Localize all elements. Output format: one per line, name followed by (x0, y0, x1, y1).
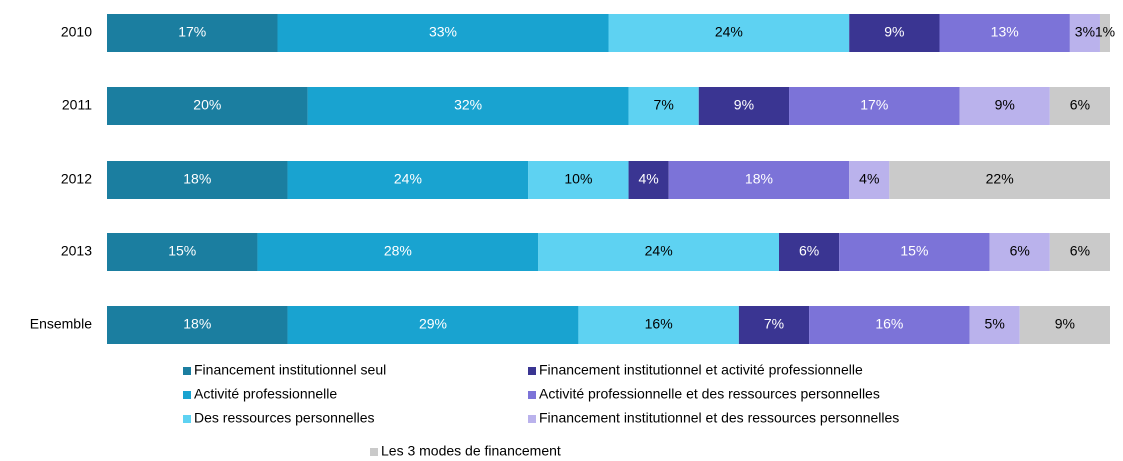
value-label: 17% (860, 97, 888, 113)
value-label: 16% (645, 316, 673, 332)
value-label: 4% (639, 171, 659, 187)
bar-segment (809, 306, 970, 344)
y-tick-label: 2012 (61, 171, 92, 187)
value-label: 28% (384, 243, 412, 259)
value-label: 15% (168, 243, 196, 259)
bar-segment (1049, 233, 1110, 271)
bar-segment (779, 233, 840, 271)
y-tick-label: 2010 (61, 24, 92, 40)
bar-segment (107, 87, 308, 125)
bar-segment (698, 87, 790, 125)
bar-segment (969, 306, 1020, 344)
bar-segment (939, 14, 1070, 52)
legend-swatch (528, 367, 536, 375)
legend-label: Financement institutionnel et des ressou… (539, 410, 899, 426)
value-label: 13% (991, 24, 1019, 40)
value-label: 16% (875, 316, 903, 332)
bar-segment (849, 161, 890, 199)
bar-segment (668, 161, 850, 199)
value-label: 18% (745, 171, 773, 187)
bar-segment (578, 306, 739, 344)
value-label: 9% (1055, 316, 1075, 332)
bar-segment (538, 233, 780, 271)
value-label: 3% (1075, 24, 1095, 40)
legend-label: Des ressources personnelles (194, 410, 375, 426)
value-label: 9% (884, 24, 904, 40)
bar-segment (789, 87, 960, 125)
value-label: 10% (564, 171, 592, 187)
bar-segment (107, 161, 288, 199)
y-tick-label: 2011 (62, 97, 92, 113)
value-label: 6% (1070, 97, 1090, 113)
value-label: 7% (654, 97, 674, 113)
bar-segment (738, 306, 810, 344)
legend-label: Financement institutionnel seul (194, 362, 386, 378)
legend-swatch (183, 367, 191, 375)
value-label: 6% (1070, 243, 1090, 259)
bar-segment (1049, 87, 1110, 125)
bar-segment (107, 14, 278, 52)
bar-segment (1099, 14, 1110, 52)
value-label: 29% (419, 316, 447, 332)
value-label: 7% (764, 316, 784, 332)
bar-segment (107, 233, 258, 271)
value-label: 32% (454, 97, 482, 113)
bar-segment (1019, 306, 1110, 344)
bar-segment (277, 14, 609, 52)
value-label: 17% (178, 24, 206, 40)
bar-segment (307, 87, 629, 125)
value-label: 5% (985, 316, 1005, 332)
legend-swatch (528, 415, 536, 423)
value-label: 6% (1010, 243, 1030, 259)
value-label: 6% (799, 243, 819, 259)
legend-label: Les 3 modes de financement (381, 443, 561, 459)
value-label: 20% (193, 97, 221, 113)
bar-segment (989, 233, 1050, 271)
bar-segment (849, 14, 940, 52)
value-label: 18% (183, 316, 211, 332)
bar-segment (257, 233, 539, 271)
legend-swatch (183, 415, 191, 423)
legend-swatch (370, 448, 378, 456)
value-label: 22% (986, 171, 1014, 187)
value-label: 9% (734, 97, 754, 113)
y-tick-label: Ensemble (30, 316, 92, 332)
bar-segment (889, 161, 1110, 199)
bar-segment (528, 161, 629, 199)
bar-segment (839, 233, 990, 271)
value-label: 18% (183, 171, 211, 187)
legend-label: Financement institutionnel et activité p… (539, 362, 863, 378)
value-label: 4% (859, 171, 879, 187)
bar-segment (107, 306, 288, 344)
bar-segment (1069, 14, 1100, 52)
bar-segment (959, 87, 1050, 125)
legend-swatch (183, 391, 191, 399)
y-tick-label: 2013 (61, 243, 92, 259)
bar-segment (287, 161, 529, 199)
bar-segment (287, 306, 579, 344)
value-label: 24% (394, 171, 422, 187)
legend-swatch (528, 391, 536, 399)
bar-segment (628, 87, 699, 125)
bar-segment (628, 161, 669, 199)
value-label: 24% (645, 243, 673, 259)
legend-label: Activité professionnelle et des ressourc… (539, 386, 880, 402)
bar-segment (608, 14, 850, 52)
value-label: 15% (900, 243, 928, 259)
value-label: 9% (995, 97, 1015, 113)
value-label: 24% (715, 24, 743, 40)
legend-label: Activité professionnelle (194, 386, 337, 402)
value-label: 33% (429, 24, 457, 40)
value-label: 1% (1095, 24, 1115, 40)
